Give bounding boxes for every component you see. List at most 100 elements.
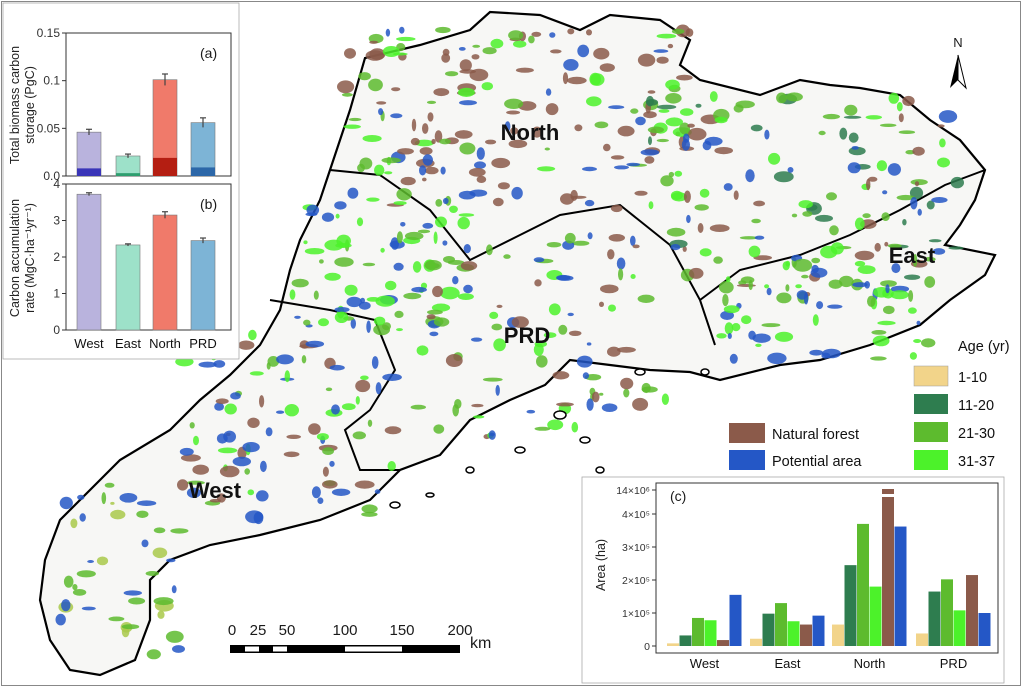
land-cover-patch [724,322,734,335]
land-cover-patch [872,335,890,347]
land-cover-patch [854,260,866,267]
land-cover-patch [866,178,871,191]
bar-area-north-2 [857,523,869,646]
land-cover-patch [798,200,813,209]
land-cover-patch [630,108,639,114]
land-cover-patch [630,235,636,246]
land-cover-patch [656,104,677,110]
land-cover-patch [472,44,481,48]
land-cover-patch [440,166,446,175]
land-cover-patch [463,244,471,254]
land-cover-patch [599,63,615,72]
land-cover-patch [617,125,635,137]
land-cover-patch [571,421,579,433]
land-cover-patch [552,371,570,380]
land-cover-patch [641,382,651,394]
land-cover-patch [153,527,166,534]
land-cover-patch [136,500,157,507]
land-cover-patch [697,223,704,233]
land-cover-patch [506,110,521,115]
legend-label-potential-area: Potential area [772,454,862,470]
land-cover-patch [393,201,407,206]
land-cover-patch [876,160,888,172]
land-cover-patch [219,465,240,478]
land-cover-patch [471,403,484,408]
land-cover-patch [368,78,383,92]
land-cover-patch [384,426,402,435]
land-cover-patch [249,371,264,376]
land-cover-patch [739,236,759,240]
land-cover-patch [473,415,485,419]
land-cover-patch [390,113,403,119]
land-cover-patch [568,330,582,336]
land-cover-patch [508,139,528,149]
land-cover-patch [193,435,199,446]
land-cover-patch [489,432,495,437]
land-cover-patch [175,357,194,367]
land-cover-patch [782,261,790,271]
land-cover-patch [586,29,592,36]
bar-area-west-2 [692,617,704,646]
land-cover-patch [637,294,655,303]
land-cover-patch [829,225,839,236]
land-cover-patch [801,274,809,279]
land-cover-patch [916,320,921,326]
boundary-east [699,169,986,301]
land-cover-patch [695,103,702,108]
land-cover-patch [331,404,340,415]
land-cover-patch [431,303,451,312]
land-cover-patch [665,117,683,127]
land-cover-patch [490,38,504,49]
land-cover-patch [610,155,625,160]
land-cover-patch [334,257,354,267]
land-cover-patch [374,489,381,494]
land-cover-patch [457,293,474,300]
land-cover-patch [854,250,875,261]
land-cover-patch [908,290,914,302]
land-cover-patch [607,249,615,260]
land-cover-patch [593,47,610,60]
land-cover-patch [582,166,597,172]
land-cover-patch [630,274,636,279]
land-cover-patch [180,454,201,462]
land-cover-patch [72,584,78,591]
ytick-label: 4×10⁵ [622,509,650,521]
land-cover-patch [322,466,329,477]
land-cover-patch [445,71,459,77]
land-cover-patch [238,340,255,350]
land-cover-patch [714,147,733,155]
land-cover-patch [157,610,165,619]
land-cover-patch [319,259,324,264]
land-cover-patch [403,292,422,300]
land-cover-patch [101,492,107,505]
land-cover-patch [476,175,487,183]
land-cover-patch [369,48,386,60]
bar-area-west-1 [679,635,692,646]
land-cover-patch [562,72,569,85]
land-cover-patch [392,52,408,56]
land-cover-patch [344,284,358,296]
land-cover-patch [582,372,590,379]
land-cover-patch [427,112,434,122]
land-cover-patch [422,222,434,229]
land-cover-patch [457,216,470,230]
land-cover-patch [937,157,950,168]
land-cover-patch [410,404,426,410]
land-cover-patch [567,28,575,35]
land-cover-patch [214,402,225,411]
land-cover-patch [526,409,536,414]
land-cover-patch [503,254,511,259]
land-cover-patch [653,49,669,53]
land-cover-patch [459,100,477,106]
land-cover-patch [435,26,451,34]
land-cover-patch [753,255,772,261]
land-cover-patch [141,539,149,548]
land-cover-patch [791,213,798,218]
land-cover-patch [96,556,109,566]
land-cover-patch [449,205,458,213]
land-cover-patch [404,231,424,241]
region-label-prd: PRD [504,323,550,348]
legend-age: Age (yr) 1-10 11-20 21-30 31-37 [913,339,1010,470]
land-cover-patch [303,240,308,245]
